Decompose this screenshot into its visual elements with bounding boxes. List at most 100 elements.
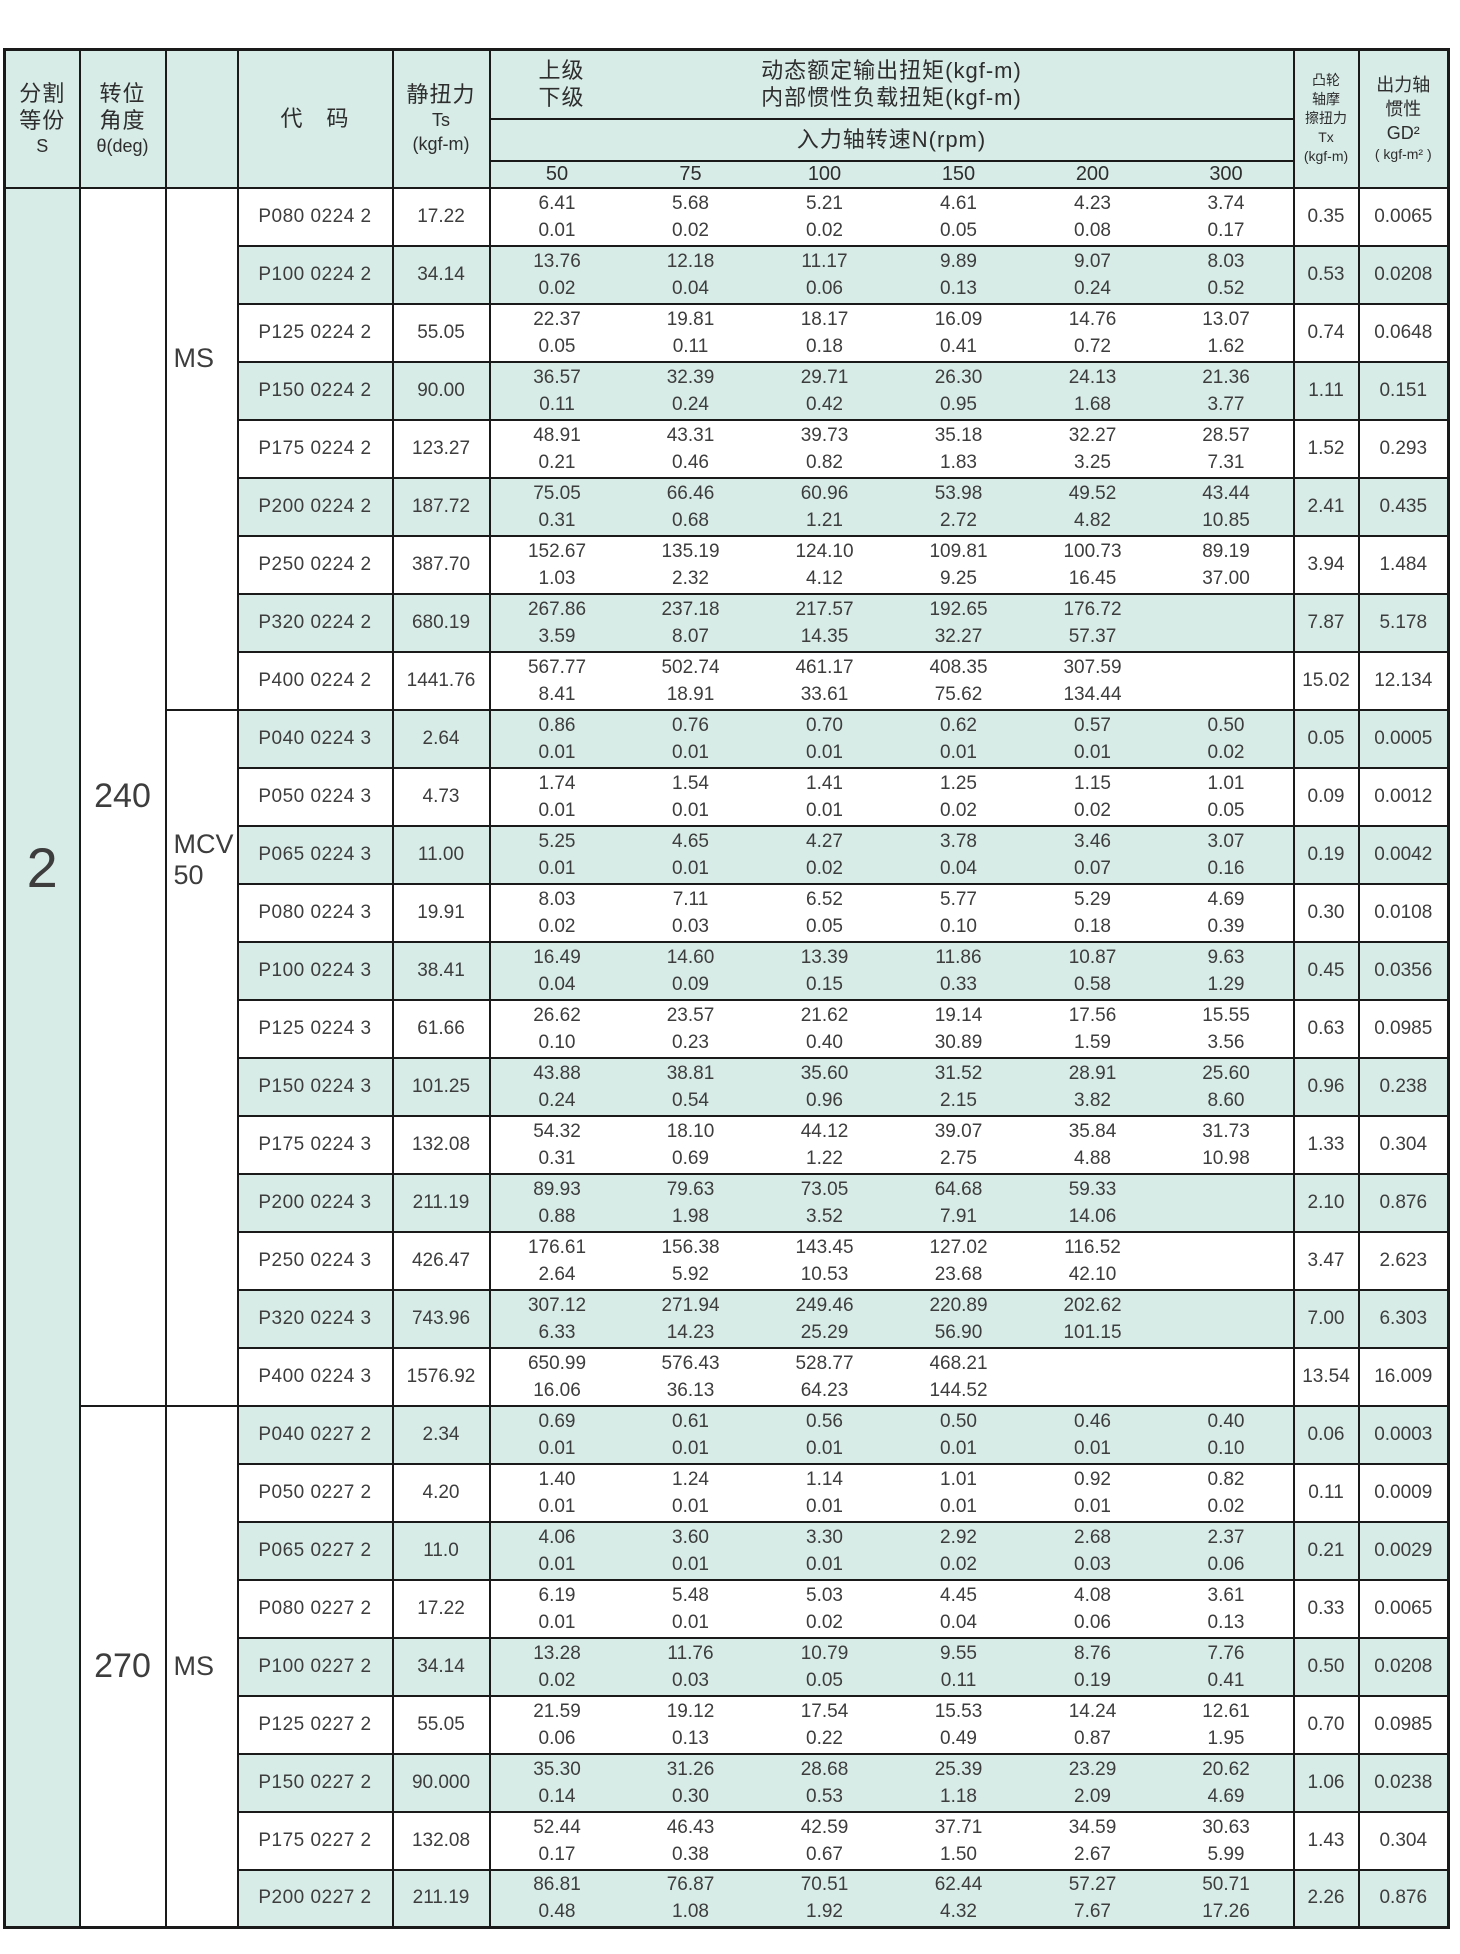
cam-friction-cell: 0.05 xyxy=(1292,708,1360,769)
inertia-load-torque-value: 2.15 xyxy=(940,1089,977,1111)
output-torque-value xyxy=(1160,596,1292,623)
output-torque-value: 5.77 xyxy=(940,888,977,910)
torque-value-cell: 28.91 3.82 xyxy=(1025,1056,1160,1117)
output-torque-value: 10.87 xyxy=(1068,946,1117,968)
inertia-load-torque-value: 0.10 xyxy=(538,1031,576,1053)
torque-value-cell: 4.65 0.01 xyxy=(623,824,758,885)
torque-value-cell: 73.05 3.52 xyxy=(757,1172,892,1233)
torque-value-cell: 21.62 0.40 xyxy=(757,998,892,1059)
torque-value-cell: 124.10 4.12 xyxy=(757,534,892,595)
output-torque-value: 15.53 xyxy=(934,1700,983,1722)
inertia-load-torque-value: 0.04 xyxy=(940,1611,977,1633)
inertia-load-torque-value: 0.40 xyxy=(806,1031,843,1053)
output-torque-value: 528.77 xyxy=(795,1352,854,1374)
torque-value-cell: 31.26 0.30 xyxy=(623,1752,758,1813)
output-torque-value: 567.77 xyxy=(527,656,587,678)
output-torque-value: 1.24 xyxy=(672,1468,709,1490)
output-torque-value: 35.84 xyxy=(1068,1120,1117,1142)
torque-value-cell: 53.98 2.72 xyxy=(891,476,1026,537)
torque-value-cell: 528.77 64.23 xyxy=(757,1346,892,1407)
torque-value-cell: 9.63 1.29 xyxy=(1159,940,1295,1001)
output-torque-value: 3.74 xyxy=(1207,192,1245,214)
torque-value-cell: 8.76 0.19 xyxy=(1025,1636,1160,1697)
output-inertia-cell: 0.0108 xyxy=(1357,882,1450,943)
code-cell: P175 0224 2 xyxy=(236,418,394,479)
output-torque-value: 3.07 xyxy=(1207,830,1245,852)
static-torque-cell: 17.22 xyxy=(391,186,491,247)
torque-value-cell: 192.65 32.27 xyxy=(891,592,1026,653)
torque-value-cell: 567.77 8.41 xyxy=(488,650,624,711)
cam-friction-cell: 1.06 xyxy=(1292,1752,1360,1813)
inertia-load-torque-value: 0.01 xyxy=(538,857,576,879)
output-torque-value: 25.60 xyxy=(1202,1062,1250,1084)
output-torque-value: 31.73 xyxy=(1202,1120,1250,1142)
inertia-load-torque-value: 23.68 xyxy=(934,1263,983,1285)
output-torque-value: 1.41 xyxy=(806,772,843,794)
inertia-load-torque-value: 0.96 xyxy=(806,1089,843,1111)
inertia-load-torque-value: 0.68 xyxy=(672,509,709,531)
output-torque-value: 4.65 xyxy=(672,830,709,852)
output-torque-value: 408.35 xyxy=(929,656,988,678)
cam-friction-cell: 3.47 xyxy=(1292,1230,1360,1291)
output-torque-value: 650.99 xyxy=(527,1352,587,1374)
output-inertia-cell: 0.0042 xyxy=(1357,824,1450,885)
table-row: P125 0224 3 61.66 26.62 0.10 23.57 0.23 21.62 0… xyxy=(5,998,1450,1059)
table-row: P125 0227 2 55.05 21.59 0.06 19.12 0.13 17.54 0… xyxy=(5,1694,1450,1755)
torque-value-cell: 16.09 0.41 xyxy=(891,302,1026,363)
inertia-load-torque-value: 0.05 xyxy=(1207,799,1245,821)
output-torque-value: 50.71 xyxy=(1202,1874,1250,1896)
inertia-load-torque-value xyxy=(1160,1377,1292,1404)
cam-friction-cell: 15.02 xyxy=(1292,650,1360,711)
torque-value-cell: 29.71 0.42 xyxy=(757,360,892,421)
output-torque-value xyxy=(1160,1234,1292,1261)
static-torque-cell: 123.27 xyxy=(391,418,491,479)
code-cell: P100 0227 2 xyxy=(236,1636,394,1697)
output-torque-value: 1.14 xyxy=(806,1468,843,1490)
output-torque-value: 116.52 xyxy=(1064,1236,1121,1258)
torque-value-cell: 6.19 0.01 xyxy=(488,1578,624,1639)
header-input-speed: 入力轴转速N(rpm) xyxy=(488,117,1295,162)
inertia-load-torque-value: 0.02 xyxy=(538,915,576,937)
static-torque-cell: 34.14 xyxy=(391,244,491,305)
output-inertia-cell: 0.0238 xyxy=(1357,1752,1450,1813)
output-torque-value: 11.86 xyxy=(935,946,982,968)
output-inertia-cell: 0.0208 xyxy=(1357,1636,1450,1697)
output-torque-value: 49.52 xyxy=(1068,482,1117,504)
output-torque-value: 1.25 xyxy=(940,772,977,794)
inertia-load-torque-value: 0.07 xyxy=(1074,857,1111,879)
torque-value-cell: 43.31 0.46 xyxy=(623,418,758,479)
output-torque-value: 4.45 xyxy=(940,1584,977,1606)
output-torque-value: 36.57 xyxy=(533,366,581,388)
inertia-load-torque-value: 0.01 xyxy=(672,799,709,821)
output-torque-value: 0.46 xyxy=(1074,1410,1111,1432)
inertia-load-torque-value xyxy=(1160,1319,1292,1346)
inertia-load-torque-value: 10.85 xyxy=(1202,509,1250,531)
model-cell: MCV 50 xyxy=(164,708,239,1407)
inertia-load-torque-value: 0.02 xyxy=(1207,741,1245,763)
output-torque-value: 14.60 xyxy=(666,946,715,968)
division-value-cell: 2 xyxy=(3,186,81,1929)
header-division-line3: S xyxy=(36,135,49,156)
inertia-load-torque-value: 0.02 xyxy=(672,219,709,241)
code-cell: P080 0224 2 xyxy=(236,186,394,247)
code-cell: P100 0224 3 xyxy=(236,940,394,1001)
output-torque-value: 100.73 xyxy=(1063,540,1122,562)
torque-value-cell: 21.59 0.06 xyxy=(488,1694,624,1755)
torque-value-cell: 143.45 10.53 xyxy=(757,1230,892,1291)
table-row: P050 0227 2 4.20 1.40 0.01 1.24 0.01 1.14 0.01 1… xyxy=(5,1462,1450,1523)
torque-value-cell: 79.63 1.98 xyxy=(623,1172,758,1233)
inertia-load-torque-value: 0.19 xyxy=(1074,1669,1111,1691)
inertia-load-torque-value: 0.02 xyxy=(806,857,843,879)
header-static-torque: 静扭力 Ts (kgf-m) xyxy=(391,48,491,189)
inertia-load-torque-value: 0.01 xyxy=(806,1437,843,1459)
torque-value-cell: 176.72 57.37 xyxy=(1025,592,1160,653)
output-torque-value: 16.49 xyxy=(533,946,581,968)
inertia-load-torque-value: 0.05 xyxy=(806,915,843,937)
output-torque-value: 66.46 xyxy=(666,482,715,504)
code-cell: P250 0224 3 xyxy=(236,1230,394,1291)
output-torque-value: 23.57 xyxy=(666,1004,715,1026)
torque-value-cell: 6.41 0.01 xyxy=(488,186,624,247)
output-torque-value: 12.18 xyxy=(666,250,715,272)
torque-value-cell: 32.39 0.24 xyxy=(623,360,758,421)
torque-value-cell: 202.62 101.15 xyxy=(1025,1288,1160,1349)
